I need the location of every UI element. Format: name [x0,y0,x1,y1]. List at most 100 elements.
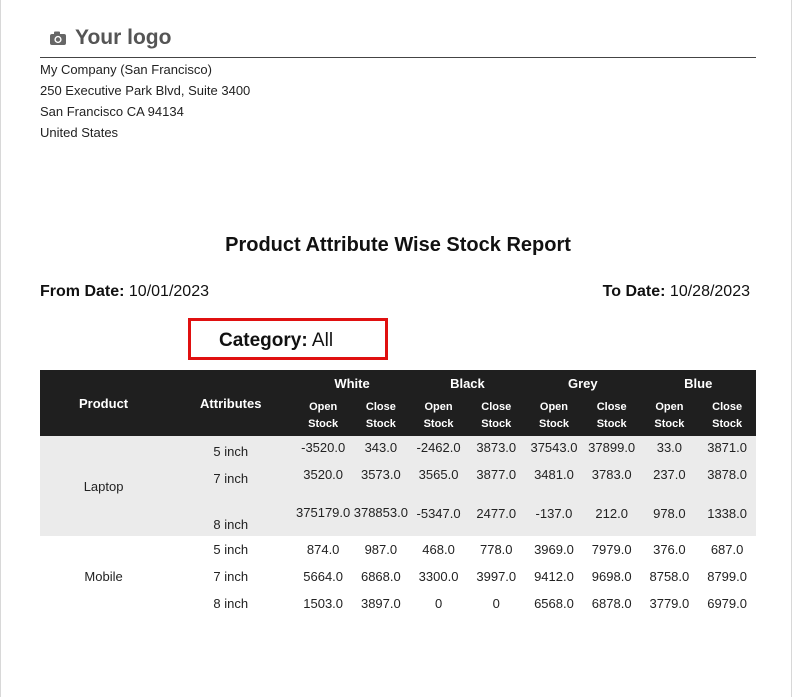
stock-value-cell: 468.0 [409,536,468,563]
color-header-blue: Blue [640,370,756,396]
category-label: Category: [219,330,308,351]
stock-value-cell: 3897.0 [352,590,410,617]
open-stock-header-line1: Open [309,401,338,413]
attribute-cell: 5 inch [167,536,295,563]
stock-value-cell: 8799.0 [698,563,756,590]
stock-value-cell: 3520.0 [294,463,352,490]
stock-value-cell: 375179.0 [294,490,352,536]
close-stock-header-line2: Stock [365,418,396,430]
stock-value-cell: 3873.0 [467,436,526,463]
logo-text: Your logo [75,26,172,49]
attributes-header: Attributes [167,370,295,436]
stock-value-cell: 3997.0 [467,563,526,590]
stock-value-cell: 212.0 [582,490,641,536]
table-row: 8 inch 375179.0 378853.0 -5347.0 2477.0 -137.… [40,490,756,536]
stock-value-cell: -2462.0 [409,436,468,463]
stock-value-cell: 978.0 [640,490,699,536]
stock-value-cell: 3878.0 [698,463,756,490]
to-date: To Date: 10/28/2023 [603,283,750,301]
stock-value-cell: 778.0 [467,536,526,563]
stock-value-cell: 7979.0 [582,536,641,563]
stock-value-cell: -137.0 [525,490,583,536]
stock-value-cell: 3779.0 [640,590,699,617]
table-row: 7 inch 3520.0 3573.0 3565.0 3877.0 3481.0 3783… [40,463,756,490]
table-row: Mobile 5 inch 874.0 987.0 468.0 778.0 3969.0 79… [40,536,756,617]
stock-value-cell: 687.0 [698,536,756,563]
to-date-label: To Date: [602,283,666,300]
stock-value-cell: 3877.0 [467,463,526,490]
category: Category: All [219,330,333,352]
product-header: Product [40,370,168,436]
stock-value-cell: 6868.0 [352,563,410,590]
close-stock-header-line2: Stock [712,418,743,430]
stock-value-cell: 3565.0 [409,463,468,490]
open-stock-header-line1: Open [655,401,684,413]
attribute-cell: 5 inch [167,436,295,463]
attribute-cell: 7 inch [167,563,295,590]
report-title: Product Attribute Wise Stock Report [225,234,571,256]
from-date-label: From Date: [40,283,125,300]
stock-value-cell: 874.0 [294,536,352,563]
stock-value-cell: 987.0 [352,536,410,563]
stock-value-cell: 343.0 [352,436,410,463]
close-stock-header-line2: Stock [596,418,627,430]
stock-value-cell: 3969.0 [525,536,583,563]
company-street: 250 Executive Park Blvd, Suite 3400 [40,83,251,98]
stock-value-cell: -5347.0 [409,490,468,536]
color-header-black: Black [409,370,526,396]
stock-value-cell: 1338.0 [698,490,756,536]
company-city: San Francisco CA 94134 [40,104,184,119]
stock-value-cell: 3481.0 [525,463,583,490]
stock-value-cell: 37543.0 [525,436,583,463]
stock-value-cell: 3871.0 [698,436,756,463]
stock-value-cell: 33.0 [640,436,699,463]
open-stock-header-line2: Stock [654,418,685,430]
stock-value-cell: 3573.0 [352,463,410,490]
stock-value-cell: -3520.0 [294,436,352,463]
open-stock-header: Open Stock [640,396,699,436]
close-stock-header-line1: Close [365,401,396,413]
company-name: My Company (San Francisco) [40,62,212,77]
close-stock-header: Close Stock [698,396,756,436]
category-highlight-box [188,318,388,360]
open-stock-header-line1: Open [539,401,569,413]
open-stock-header-line2: Stock [423,418,454,430]
to-date-value: 10/28/2023 [669,283,750,300]
stock-value-cell: 3300.0 [409,563,468,590]
stock-value-cell: 378853.0 [352,490,410,536]
close-stock-header-line1: Close [712,401,743,413]
close-stock-header-line1: Close [481,401,512,413]
from-date: From Date: 10/01/2023 [40,283,209,301]
table-row: 8 inch 1503.0 3897.0 0 0 6568.0 6878.0 3779.0 69… [40,590,756,617]
close-stock-header: Close Stock [467,396,526,436]
stock-value-cell: 0 [409,590,468,617]
stock-value-cell: 237.0 [640,463,699,490]
stock-value-cell: 376.0 [640,536,699,563]
close-stock-header: Close Stock [352,396,410,436]
stock-value-cell: 1503.0 [294,590,352,617]
open-stock-header-line2: Stock [308,418,339,430]
stock-table: Product Attributes White Black Grey Blue… [40,370,756,617]
stock-value-cell: 37899.0 [582,436,641,463]
open-stock-header: Open Stock [525,396,583,436]
open-stock-header: Open Stock [294,396,352,436]
stock-value-cell: 3783.0 [582,463,641,490]
company-address: My Company (San Francisco) 250 Executive… [40,59,250,143]
attribute-cell: 8 inch [167,590,295,617]
color-header-white: White [294,370,410,396]
open-stock-header-line1: Open [424,401,453,413]
company-country: United States [40,125,119,140]
camera-icon [50,31,66,45]
header-divider [40,57,756,58]
stock-value-cell: 6568.0 [525,590,583,617]
category-value: All [311,330,334,351]
stock-value-cell: 9412.0 [525,563,583,590]
attribute-cell: 8 inch [167,490,295,536]
open-stock-header-line2: Stock [538,418,569,430]
table-body: Laptop 5 inch -3520.0 343.0 -2462.0 3873.0 375… [40,436,756,617]
stock-value-cell: 6979.0 [698,590,756,617]
stock-value-cell: 0 [467,590,526,617]
stock-value-cell: 8758.0 [640,563,699,590]
company-logo: Your logo [49,26,171,50]
close-stock-header: Close Stock [582,396,641,436]
